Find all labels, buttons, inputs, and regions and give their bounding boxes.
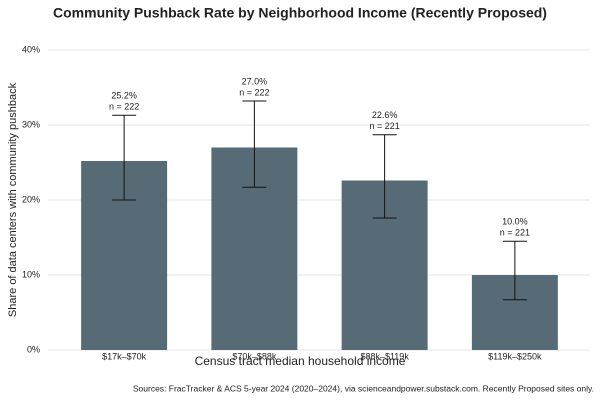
chart-title: Community Pushback Rate by Neighborhood …: [53, 5, 547, 21]
x-tick-label: $119k–$250k: [488, 351, 542, 361]
count-label: n = 221: [369, 121, 399, 131]
y-axis-label: Share of data centers with community pus…: [7, 82, 19, 317]
y-tick-label: 30%: [22, 119, 40, 129]
y-tick-label: 40%: [22, 44, 40, 54]
value-label: 22.6%: [372, 110, 398, 120]
x-tick-label: $88k–$119k: [360, 351, 409, 361]
x-axis-label: Census tract median household income: [195, 354, 406, 368]
x-tick-label: $70k–$88k: [232, 351, 277, 361]
count-label: n = 221: [500, 228, 530, 238]
count-label: n = 222: [109, 102, 139, 112]
value-label: 10.0%: [502, 217, 528, 227]
x-tick-label: $17k–$70k: [102, 351, 147, 361]
y-tick-label: 20%: [22, 194, 40, 204]
source-note: Sources: FracTracker & ACS 5-year 2024 (…: [133, 383, 594, 393]
value-label: 25.2%: [111, 91, 137, 101]
y-tick-label: 0%: [27, 344, 40, 354]
y-tick-label: 10%: [22, 269, 40, 279]
count-label: n = 222: [239, 87, 269, 97]
value-label: 27.0%: [242, 76, 268, 86]
